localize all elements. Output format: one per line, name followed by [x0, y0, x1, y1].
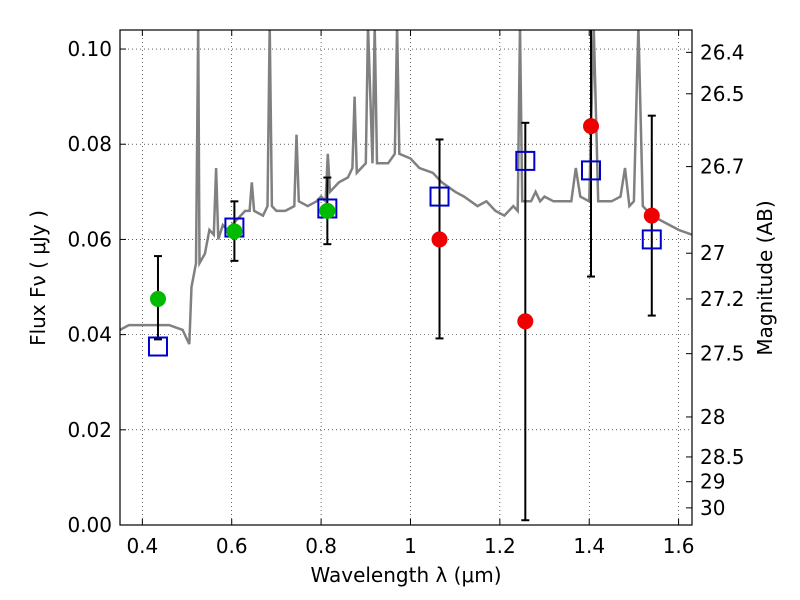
y-tick-label: 0.02	[67, 418, 112, 442]
y2-tick-label: 26.5	[700, 82, 745, 106]
model-photometry-point	[147, 336, 168, 357]
optical-detection-point	[319, 202, 336, 219]
y2-tick-label: 26.7	[700, 155, 745, 179]
y-tick-label: 0.06	[67, 227, 112, 251]
y2-tick-label: 27.2	[700, 287, 745, 311]
x-tick-label: 1.2	[484, 534, 516, 558]
y2-tick-label: 30	[700, 496, 725, 520]
y-tick-label: 0.00	[67, 513, 112, 537]
model-sed-line	[120, 30, 692, 345]
nir-detection-point	[517, 313, 534, 330]
optical-detection-point	[226, 223, 243, 240]
y2-tick-label: 28.5	[700, 445, 745, 469]
y2-tick-label: 27.5	[700, 342, 745, 366]
y2-tick-label: 27	[700, 241, 725, 265]
marker-layer	[147, 118, 662, 357]
y2-tick-label: 28	[700, 405, 725, 429]
x-tick-label: 0.8	[305, 534, 337, 558]
y2-axis-label: Magnitude (AB)	[753, 200, 777, 355]
nir-detection-point	[643, 207, 660, 224]
y2-tick-label: 26.4	[700, 40, 745, 64]
y-tick-label: 0.10	[67, 37, 112, 61]
plot-frame	[119, 29, 693, 526]
x-tick-label: 1.4	[573, 534, 605, 558]
x-tick-label: 1	[404, 534, 417, 558]
nir-detection-point	[583, 118, 600, 135]
optical-detection-point	[149, 290, 166, 307]
model-photometry-point	[581, 160, 602, 181]
nir-detection-point	[431, 231, 448, 248]
error-bar-layer	[153, 30, 656, 522]
model-photometry-point	[515, 150, 536, 171]
x-tick-label: 0.6	[216, 534, 248, 558]
y-axis-label: Flux Fν ( μJy )	[26, 210, 50, 346]
grid	[120, 30, 692, 526]
x-tick-label: 1.6	[663, 534, 695, 558]
tick-labels: 0.4 0.6 0.8 1 1.2 1.4 1.6 0.00 0.02 0.04 0.06 0.08 0…	[67, 37, 744, 558]
model-photometry-point	[641, 229, 662, 250]
x-tick-label: 0.4	[126, 534, 158, 558]
y2-tick-label: 29	[700, 470, 725, 494]
model-sed-line-layer	[120, 30, 692, 345]
y-tick-label: 0.08	[67, 132, 112, 156]
x-axis-label: Wavelength λ (μm)	[310, 563, 501, 587]
y-tick-label: 0.04	[67, 323, 112, 347]
axis-ticks	[120, 30, 692, 526]
model-photometry-point	[429, 186, 450, 207]
